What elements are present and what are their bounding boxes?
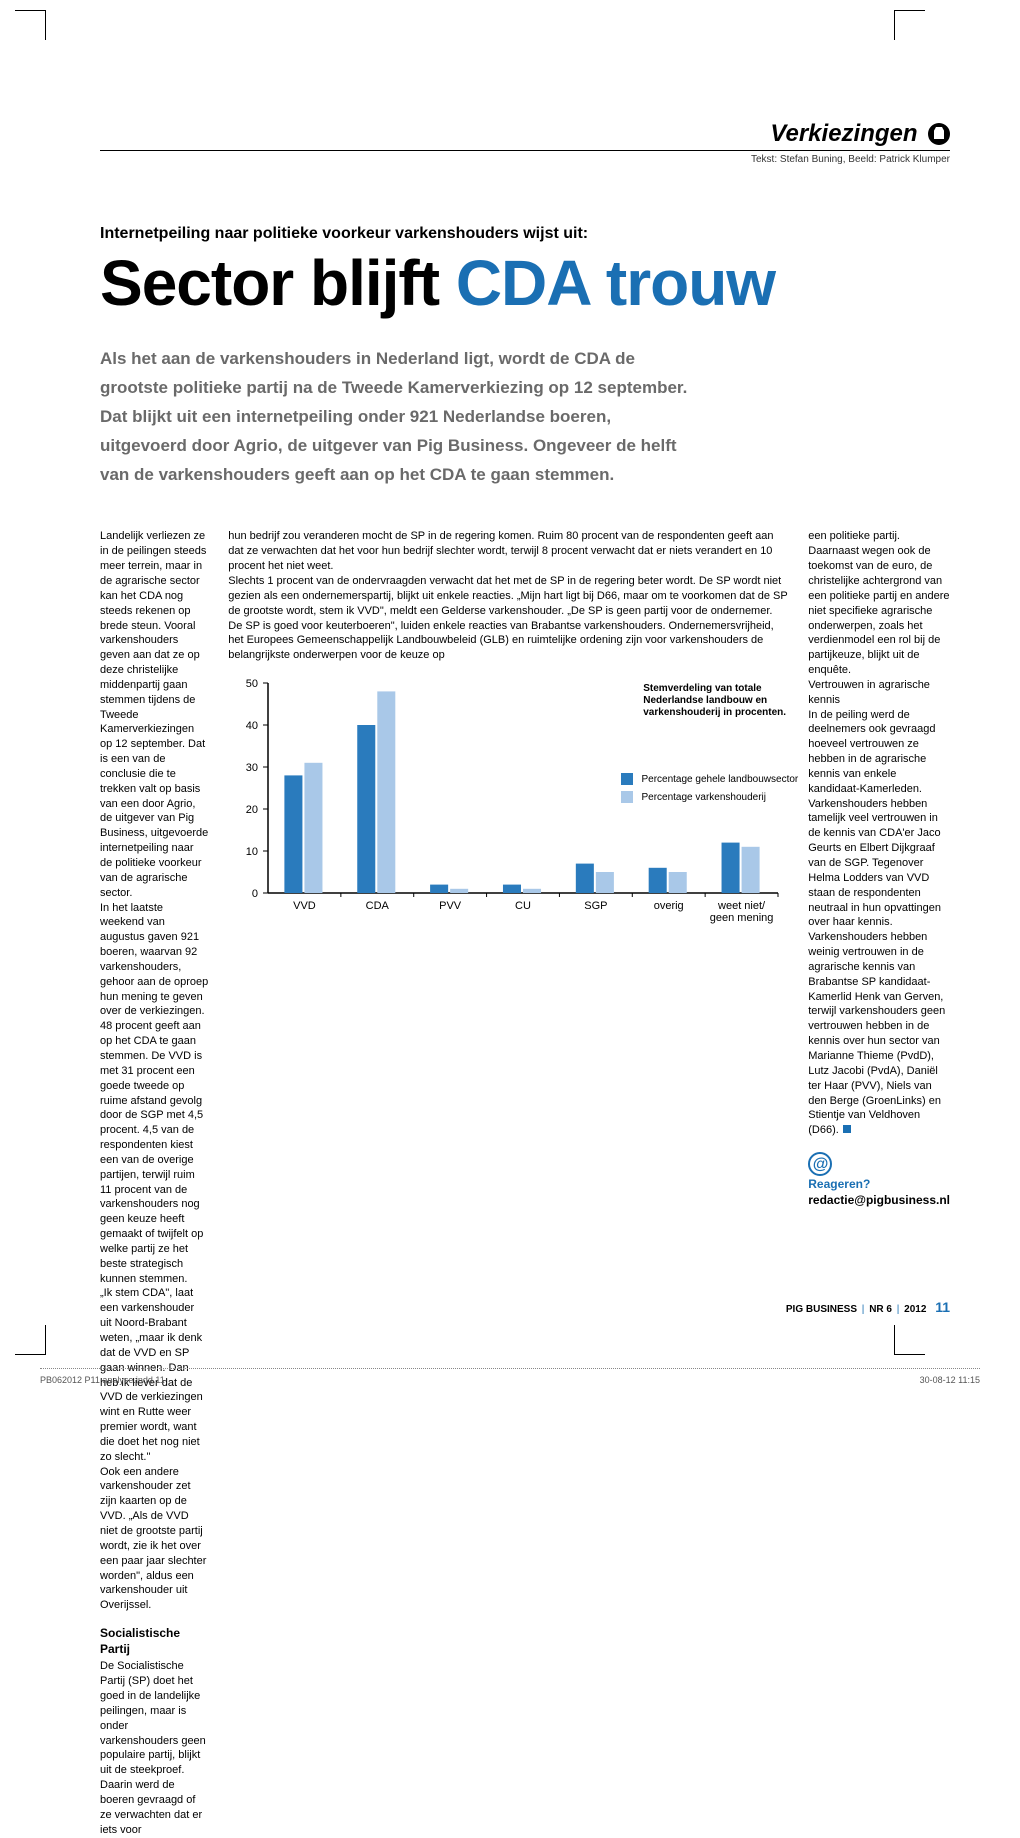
footer-magazine: PIG BUSINESS <box>786 1304 857 1315</box>
slug-timestamp: 30-08-12 11:15 <box>920 1375 980 1385</box>
slug-file: PB062012 P11 analyse.indd 11 <box>40 1375 165 1385</box>
body-text-span: In de peiling werd de deelnemers ook gev… <box>808 709 945 1137</box>
column-2: hun bedrijf zou veranderen mocht de SP i… <box>228 529 788 1837</box>
byline: Tekst: Stefan Buning, Beeld: Patrick Klu… <box>100 150 950 165</box>
subhead: Socialistische Partij <box>100 1625 208 1657</box>
body-text: een politieke partij. Daarnaast wegen oo… <box>808 529 950 677</box>
svg-text:20: 20 <box>246 804 258 816</box>
page-footer: PIG BUSINESS | NR 6 | 2012 11 <box>786 1299 950 1315</box>
body-text: Slechts 1 procent van de ondervraagden v… <box>228 574 788 663</box>
headline: Sector blijft CDA trouw <box>100 251 950 315</box>
body-text: In het laatste weekend van augustus gave… <box>100 901 208 1287</box>
page: Verkiezingen Tekst: Stefan Buning, Beeld… <box>0 0 1020 1405</box>
svg-text:overig: overig <box>654 900 684 912</box>
footer-issue: NR 6 <box>869 1304 892 1315</box>
chart-container: Stemverdeling van totale Nederlandse lan… <box>228 673 788 953</box>
column-3: een politieke partij. Daarnaast wegen oo… <box>808 529 950 1837</box>
svg-text:VVD: VVD <box>293 900 316 912</box>
column-1: Landelijk verliezen ze in de peilingen s… <box>100 529 208 1837</box>
body-text: Ook een andere varkenshouder zet zijn ka… <box>100 1465 208 1613</box>
svg-text:geen mening: geen mening <box>710 912 774 924</box>
at-icon: @ <box>808 1152 832 1176</box>
chart-caption: Stemverdeling van totale Nederlandse lan… <box>643 683 788 719</box>
end-marker-icon <box>843 1125 851 1133</box>
subhead: Vertrouwen in agrarische kennis <box>808 678 950 708</box>
legend-label: Percentage gehele landbouwsector <box>641 774 798 785</box>
body-text: In de peiling werd de deelnemers ook gev… <box>808 708 950 1138</box>
react-email: redactie@pigbusiness.nl <box>808 1193 950 1207</box>
body-text: hun bedrijf zou veranderen mocht de SP i… <box>228 529 788 574</box>
svg-text:CU: CU <box>515 900 531 912</box>
svg-text:weet niet/: weet niet/ <box>717 900 766 912</box>
body-text: Landelijk verliezen ze in de peilingen s… <box>100 529 208 900</box>
react-text: Reageren? redactie@pigbusiness.nl <box>808 1176 950 1208</box>
kicker: Internetpeiling naar politieke voorkeur … <box>100 225 950 243</box>
svg-text:50: 50 <box>246 678 258 690</box>
headline-accent: CDA trouw <box>456 247 775 319</box>
svg-text:30: 30 <box>246 762 258 774</box>
react-box: @ Reageren? redactie@pigbusiness.nl <box>808 1152 950 1208</box>
svg-text:0: 0 <box>252 888 258 900</box>
body-columns: Landelijk verliezen ze in de peilingen s… <box>100 529 950 1837</box>
section-title: Verkiezingen <box>770 120 917 148</box>
legend-label: Percentage varkenshouderij <box>641 792 766 803</box>
svg-text:PVV: PVV <box>439 900 462 912</box>
svg-text:SGP: SGP <box>584 900 607 912</box>
standfirst: Als het aan de varkenshouders in Nederla… <box>100 345 700 489</box>
legend-item: Percentage gehele landbouwsector <box>621 773 799 787</box>
headline-part1: Sector blijft <box>100 247 456 319</box>
svg-text:10: 10 <box>246 846 258 858</box>
svg-text:CDA: CDA <box>366 900 390 912</box>
section-icon <box>928 123 950 145</box>
legend-swatch <box>621 791 633 803</box>
body-text: De Socialistische Partij (SP) doet het g… <box>100 1659 208 1837</box>
svg-text:40: 40 <box>246 720 258 732</box>
footer-year: 2012 <box>904 1304 926 1315</box>
print-slug: PB062012 P11 analyse.indd 11 30-08-12 11… <box>40 1368 980 1385</box>
section-header: Verkiezingen Tekst: Stefan Buning, Beeld… <box>100 120 950 165</box>
page-number: 11 <box>935 1299 950 1315</box>
legend-item: Percentage varkenshouderij <box>621 791 799 805</box>
chart-legend: Percentage gehele landbouwsector Percent… <box>621 773 799 808</box>
react-question: Reageren? <box>808 1177 870 1191</box>
legend-swatch <box>621 773 633 785</box>
